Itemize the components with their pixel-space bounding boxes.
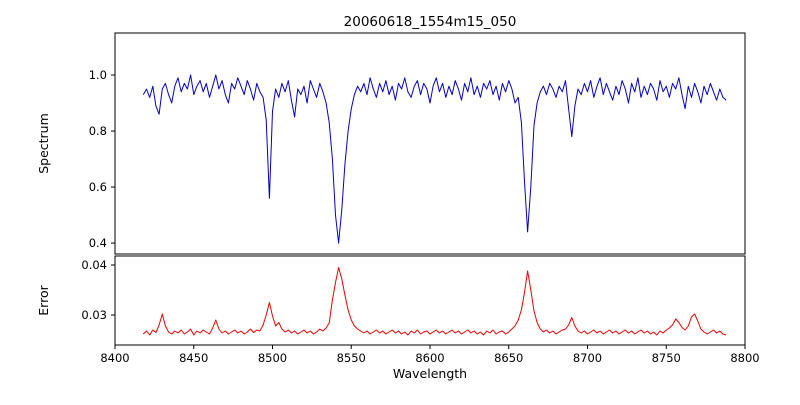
y-tick-label: 0.03	[81, 308, 107, 322]
y-tick-label: 0.4	[89, 236, 107, 250]
spectrum-ylabel: Spectrum	[36, 113, 51, 174]
spectrum-line	[142, 74, 727, 244]
spectrum-yticks: 0.4 0.6 0.8 1.0	[89, 68, 115, 250]
error-ylabel: Error	[36, 284, 51, 315]
x-tick-label: 8600	[415, 351, 444, 365]
error-line	[142, 267, 727, 336]
spectrum-panel: 0.4 0.6 0.8 1.0 Spectrum	[36, 32, 746, 255]
x-axis-label: Wavelength	[393, 366, 467, 381]
y-tick-label: 0.04	[81, 258, 107, 272]
x-tick-label: 8650	[494, 351, 523, 365]
x-ticks: 8400 8450 8500 8550 8600 8650 8700 8750 8800	[100, 345, 760, 365]
spectrum-axes-border	[114, 32, 746, 255]
x-tick-label: 8750	[652, 351, 681, 365]
y-tick-label: 0.8	[89, 124, 107, 138]
error-yticks: 0.03 0.04	[81, 258, 115, 322]
y-tick-label: 0.6	[89, 180, 107, 194]
x-tick-label: 8700	[573, 351, 602, 365]
x-tick-label: 8550	[337, 351, 366, 365]
error-axes-border	[114, 255, 746, 346]
x-tick-label: 8500	[258, 351, 287, 365]
x-tick-label: 8800	[730, 351, 759, 365]
error-panel: 0.03 0.04 Error	[36, 255, 746, 346]
chart-title: 20060618_1554m15_050	[344, 14, 517, 30]
x-tick-label: 8450	[179, 351, 208, 365]
x-tick-label: 8400	[100, 351, 129, 365]
y-tick-label: 1.0	[89, 68, 107, 82]
